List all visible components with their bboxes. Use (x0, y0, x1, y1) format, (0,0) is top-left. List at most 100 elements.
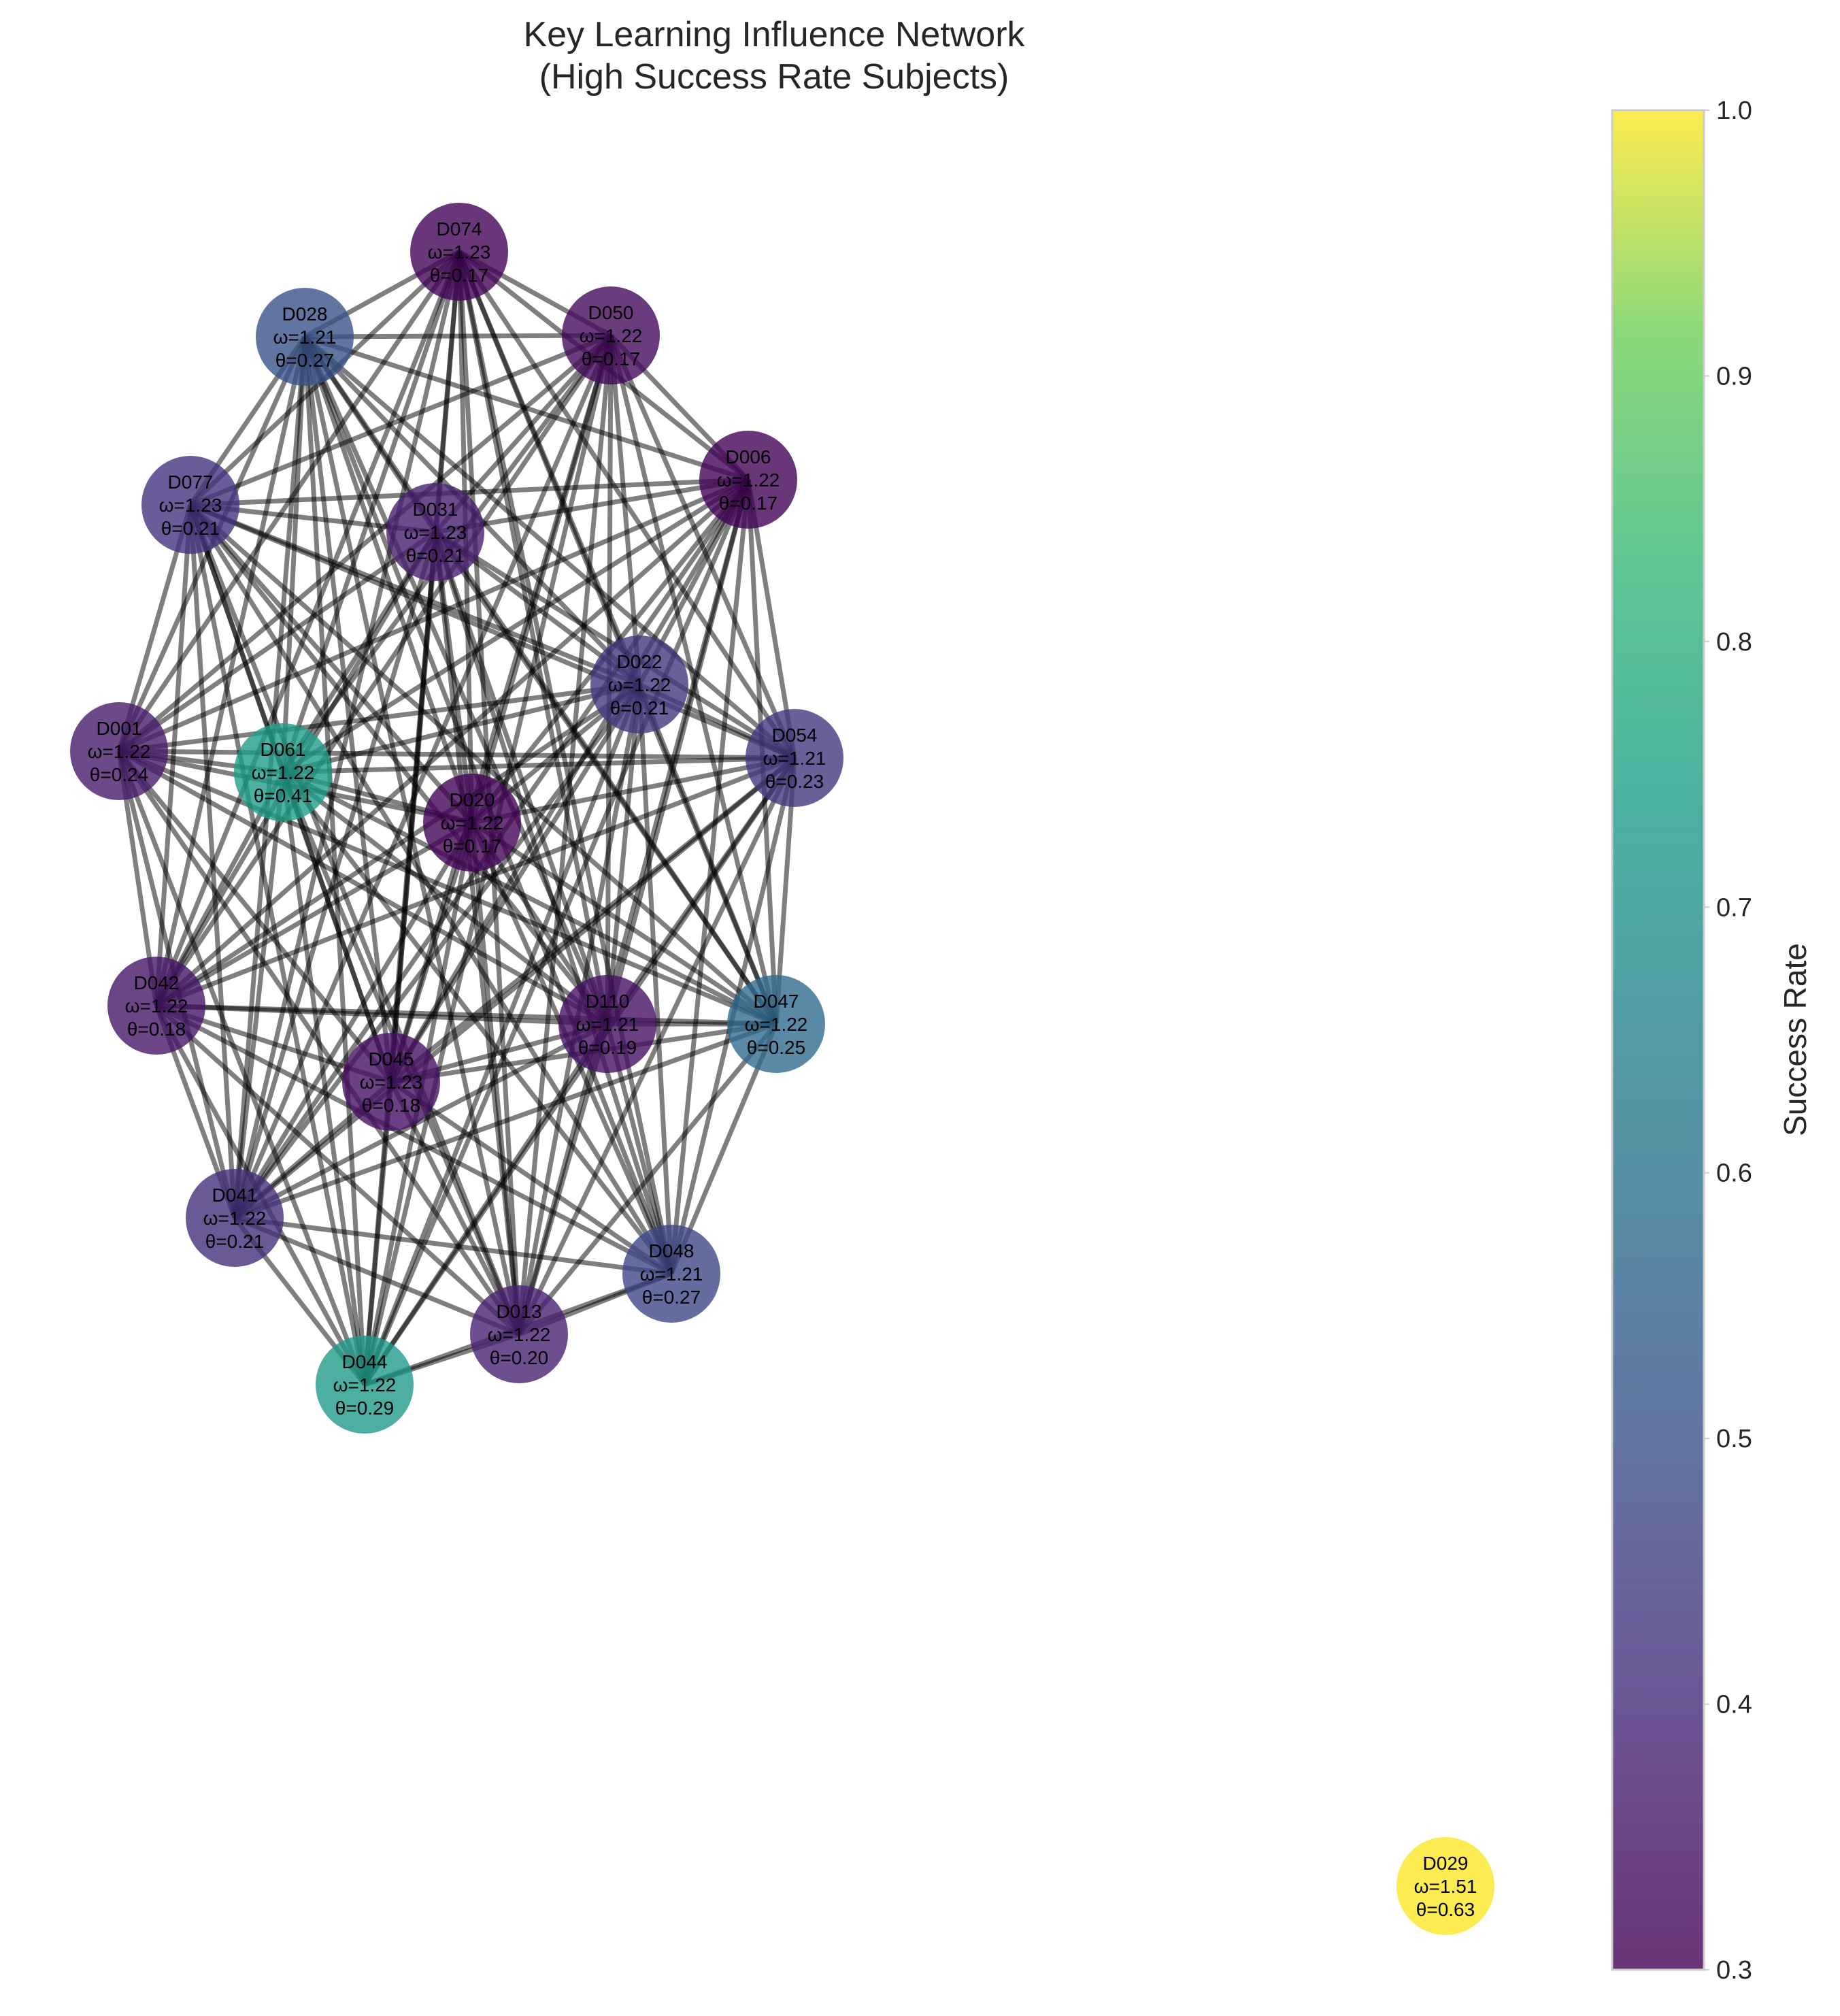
node-id-label: D074 (437, 218, 482, 239)
colorbar-tick-label: 0.5 (1716, 1425, 1752, 1453)
node-id-label: D031 (413, 499, 458, 520)
colorbar-ticks: 0.3 0.4 0.5 0.6 0.7 0.8 0.9 1.0 (1704, 97, 1752, 1985)
node-omega-label: ω=1.23 (404, 522, 467, 543)
figure-title-line1: Key Learning Influence Network (523, 15, 1025, 54)
colorbar-tick-label: 0.8 (1716, 628, 1752, 657)
edge-D022-D061 (282, 682, 640, 775)
node-theta-label: θ=0.29 (335, 1398, 394, 1419)
node-circle (107, 957, 205, 1055)
node-omega-label: ω=1.22 (125, 995, 188, 1017)
node-id-label: D110 (586, 991, 630, 1012)
node-circle (423, 774, 521, 872)
node-theta-label: θ=0.23 (765, 771, 824, 792)
colorbar-tick-label: 1.0 (1716, 97, 1752, 125)
node-id-label: D041 (212, 1185, 258, 1206)
node-theta-label: θ=0.21 (205, 1231, 264, 1252)
node-omega-label: ω=1.23 (159, 495, 222, 516)
colorbar-tick-label: 0.4 (1716, 1691, 1752, 1719)
node-omega-label: ω=1.22 (580, 325, 643, 346)
node-circle (386, 483, 484, 581)
edge-D022-D048 (637, 684, 674, 1274)
edge-D061-D044 (280, 772, 367, 1385)
node-circle (256, 288, 354, 386)
node-circle (558, 975, 656, 1073)
node-theta-label: θ=0.18 (127, 1019, 186, 1040)
edge-D020-D047 (471, 821, 777, 1026)
edge-D022-D041 (233, 682, 641, 1220)
edge-D077-D013 (188, 503, 522, 1336)
edge-D001-D047 (118, 748, 777, 1027)
edge-D050-D041 (232, 334, 614, 1219)
edge-D020-D013 (469, 822, 522, 1335)
edge-D047-D013 (517, 1022, 778, 1336)
node-omega-label: ω=1.21 (640, 1263, 703, 1285)
edge-D045-D048 (390, 1080, 673, 1276)
node-omega-label: ω=1.22 (608, 674, 671, 695)
edge-D022-D110 (605, 684, 642, 1025)
node-omega-label: ω=1.22 (488, 1324, 551, 1345)
node-circle (590, 635, 688, 733)
edge-D001-D045 (117, 749, 393, 1084)
node-circle (727, 975, 825, 1073)
edge-D006-D061 (282, 478, 750, 774)
colorbar-frame (1611, 109, 1705, 1971)
colorbar-tick-label: 0.9 (1716, 362, 1752, 391)
node-id-label: D020 (450, 789, 495, 810)
node-theta-label: θ=0.24 (90, 764, 148, 785)
node-id-label: D045 (369, 1048, 414, 1070)
node-omega-label: ω=1.21 (763, 748, 826, 769)
edge-D041-D048 (234, 1215, 672, 1276)
node-omega-label: ω=1.22 (441, 812, 504, 833)
node-theta-label: θ=0.20 (490, 1347, 548, 1368)
node-theta-label: θ=0.17 (582, 348, 640, 369)
edge-D054-D020 (471, 755, 795, 825)
colorbar-gradient (1612, 110, 1704, 1970)
node-circle (141, 456, 239, 554)
colorbar-tick-label: 0.3 (1716, 1956, 1752, 1985)
edge-D001-D054 (118, 748, 795, 761)
node-circle (234, 723, 332, 821)
node-theta-label: θ=0.27 (642, 1287, 701, 1308)
edge-D022-D047 (637, 683, 779, 1025)
node-theta-label: θ=0.19 (578, 1037, 637, 1058)
node-theta-label: θ=0.21 (406, 545, 465, 566)
node-theta-label: θ=0.63 (1416, 1899, 1475, 1920)
node-id-label: D006 (726, 446, 771, 467)
node-D074: D074 ω=1.23θ=0.17 (410, 203, 508, 301)
node-id-label: D022 (617, 651, 663, 672)
edge-D020-D042 (155, 820, 473, 1008)
node-id-label: D029 (1423, 1853, 1469, 1874)
edge-D061-D054 (282, 755, 795, 775)
edge-D022-D042 (155, 682, 641, 1008)
node-omega-label: ω=1.22 (333, 1374, 397, 1395)
node-id-label: D047 (754, 991, 799, 1012)
edge-D020-D041 (232, 821, 475, 1219)
node-circle (186, 1169, 284, 1267)
colorbar: 0.3 0.4 0.5 0.6 0.7 0.8 0.9 1.0 Success Rate (1611, 97, 1813, 1985)
node-omega-label: ω=1.23 (360, 1072, 423, 1093)
colorbar-tick-label: 0.6 (1716, 1159, 1752, 1188)
node-id-label: D044 (342, 1351, 388, 1372)
edge-D050-D028 (304, 333, 612, 340)
edge-D006-D077 (190, 477, 749, 508)
edge-D022-D001 (118, 682, 640, 754)
edge-D031-D001 (118, 530, 437, 753)
colorbar-tick-label: 0.7 (1716, 893, 1752, 922)
node-circle (342, 1033, 440, 1131)
figure-title-line2: (High Success Rate Subjects) (539, 57, 1009, 97)
edge-D006-D001 (118, 477, 750, 754)
node-id-label: D013 (497, 1301, 542, 1322)
node-theta-label: θ=0.17 (719, 493, 777, 514)
node-omega-label: ω=1.22 (252, 762, 315, 783)
node-omega-label: ω=1.21 (273, 327, 337, 348)
node-id-label: D061 (261, 739, 306, 760)
